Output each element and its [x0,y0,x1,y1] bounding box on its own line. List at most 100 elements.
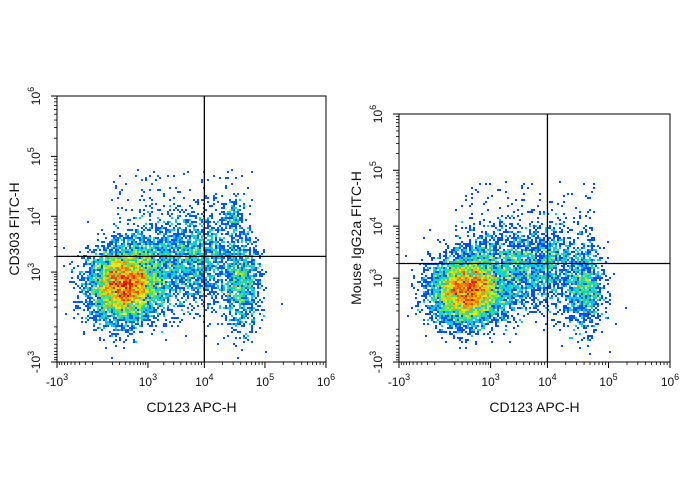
event-dot [229,323,231,325]
event-dot [145,305,147,307]
event-dot [167,239,169,241]
event-dot [561,313,563,315]
event-dot [237,273,239,275]
event-dot [101,265,103,267]
event-dot [175,269,177,271]
event-dot [123,247,125,249]
event-dot [591,229,593,231]
event-dot [187,307,189,309]
event-dot [553,279,555,281]
event-dot [103,245,105,247]
event-dot [529,233,531,235]
event-dot [173,273,175,275]
event-dot [201,271,203,273]
event-dot [561,289,563,291]
event-dot [175,207,177,209]
event-dot [521,239,523,241]
event-dot [191,283,193,285]
event-dot [439,307,441,309]
event-dot [555,251,557,253]
event-dot [141,239,143,241]
event-dot [177,249,179,251]
event-dot [423,271,425,273]
event-dot [225,253,227,255]
event-dot [517,265,519,267]
event-dot [179,289,181,291]
event-dot [519,267,521,269]
event-dot [503,299,505,301]
event-dot [533,291,535,293]
event-dot [233,271,235,273]
event-dot [535,241,537,243]
event-dot [569,237,571,239]
event-dot [93,299,95,301]
event-dot [259,305,261,307]
event-dot [99,301,101,303]
event-dot [585,225,587,227]
event-dot [241,295,243,297]
event-dot [181,231,183,233]
event-dot [115,239,117,241]
event-dot [141,289,143,291]
event-dot [571,193,573,195]
event-dot [553,325,555,327]
event-dot [131,295,133,297]
event-dot [227,273,229,275]
event-dot [135,285,137,287]
event-dot [149,279,151,281]
event-dot [457,337,459,339]
event-dot [195,249,197,251]
event-dot [201,273,203,275]
event-dot [587,245,589,247]
event-dot [569,243,571,245]
event-dot [251,303,253,305]
event-dot [153,277,155,279]
event-dot [495,235,497,237]
event-dot [115,301,117,303]
event-dot [189,275,191,277]
ticks [51,95,327,368]
event-dot [133,327,135,329]
event-dot [83,263,85,265]
event-dot [493,319,495,321]
event-dot [151,295,153,297]
event-dot [229,225,231,227]
event-dot [587,315,589,317]
event-dot [143,257,145,259]
event-dot [73,317,75,319]
event-dot [155,247,157,249]
event-dot [155,231,157,233]
event-dot [195,215,197,217]
event-dot [141,273,143,275]
event-dot [597,305,599,307]
event-dot [227,211,229,213]
event-dot [225,273,227,275]
event-dot [155,289,157,291]
event-dot [165,273,167,275]
event-dot [83,303,85,305]
event-dot [187,219,189,221]
event-dot [235,199,237,201]
event-dot [107,317,109,319]
event-dot [511,223,513,225]
event-dot [501,237,503,239]
event-dot [105,291,107,293]
event-dot [231,289,233,291]
event-dot [117,283,119,285]
event-dot [191,211,193,213]
event-dot [577,233,579,235]
event-dot [167,175,169,177]
event-dot [179,233,181,235]
event-dot [595,317,597,319]
event-dot [247,299,249,301]
event-dot [243,301,245,303]
event-dot [153,285,155,287]
event-dot [481,249,483,251]
event-dot [605,307,607,309]
event-dot [225,215,227,217]
event-dot [181,245,183,247]
event-dot [137,297,139,299]
event-dot [141,233,143,235]
event-dot [523,239,525,241]
event-dot [141,323,143,325]
